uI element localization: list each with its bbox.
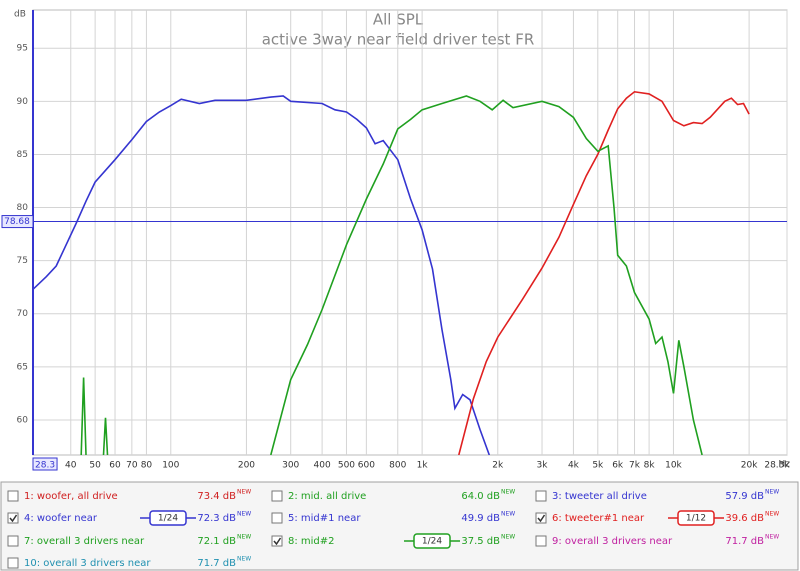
x-tick-label: 2k [492,461,504,471]
x-tick-label: 10k [665,461,682,471]
x-tick-label: 6k [612,461,624,471]
x-tick-label: 50 [89,461,101,471]
level-badge: NEW [237,489,251,496]
plot-lines [33,90,750,455]
level-badge: NEW [237,511,251,518]
trace-level: 37.5 dB [461,536,500,547]
x-unit: Hz [779,460,791,470]
trace-level: 73.4 dB [197,491,236,502]
smoothing-box[interactable] [413,533,451,549]
x-tick-label: 8k [644,461,656,471]
check-mark [9,514,18,523]
x-tick-label: 28.3 [35,461,55,471]
trace-name: 6: tweeter#1 near [552,513,645,524]
trace-name: 3: tweeter all drive [552,491,647,502]
trace-name: 10: overall 3 drivers near [24,558,151,569]
cursor-box [1,215,34,229]
smoothing-label: 1/24 [422,537,442,547]
level-badge: NEW [237,534,251,541]
trace-level: 57.9 dB [725,491,764,502]
y-tick-label: 75 [17,256,28,266]
x-tick-label: 7k [629,461,641,471]
trace-checkbox[interactable] [271,490,283,502]
trace-checkbox[interactable] [7,490,19,502]
trace-checkbox[interactable] [535,535,547,547]
x-tick-label: 500 [338,461,355,471]
x-tick-label: 5k [592,461,604,471]
smoothing-box[interactable] [149,510,187,526]
trace-name: 1: woofer, all drive [24,491,118,502]
x-tick-label: 300 [282,461,299,471]
chart-title: All SPL [373,11,424,29]
trace-level: 71.7 dB [725,536,764,547]
y-tick-label: 95 [17,44,28,54]
x-tick-label: 20k [741,461,758,471]
x-tick-label: 100 [162,461,179,471]
x-tick-label: 70 [126,461,138,471]
level-badge: NEW [765,489,779,496]
y-tick-label: 80 [17,203,29,213]
trace-panel [0,481,799,571]
trace-name: 4: woofer near [24,513,98,524]
x-tick-label: 1k [417,461,429,471]
smoothing-label: 1/12 [686,514,706,524]
trace-name: 5: mid#1 near [288,513,361,524]
cursor-label: 78.68 [4,217,30,227]
x-tick-label: 3k [537,461,549,471]
x-tick-label: 800 [389,461,406,471]
trace-name: 9: overall 3 drivers near [552,536,673,547]
trace-checkbox[interactable] [7,512,19,524]
response-curve [33,95,491,455]
smoothing-box[interactable] [677,510,715,526]
level-badge: NEW [765,511,779,518]
x-tick-label: 400 [314,461,331,471]
trace-level: 49.9 dB [461,513,500,524]
x-tick-label: 4k [568,461,580,471]
y-tick-label: 70 [17,309,29,319]
response-curve [80,95,703,455]
y-tick-label: 90 [17,97,29,107]
smoothing-label: 1/24 [158,514,178,524]
x-tick-label: 40 [65,461,77,471]
trace-level: 72.3 dB [197,513,236,524]
x-start-box [32,457,58,471]
trace-level: 71.7 dB [197,558,236,569]
x-tick-label: 200 [238,461,255,471]
x-tick-label: 80 [141,461,153,471]
x-tick-label: 28.3k [764,461,790,471]
y-tick-label: 85 [17,150,28,160]
trace-checkbox[interactable] [271,535,283,547]
plot-area [32,9,788,456]
level-badge: NEW [501,489,515,496]
trace-name: 2: mid. all drive [288,491,366,502]
trace-name: 7: overall 3 drivers near [24,536,145,547]
y-tick-label: 60 [17,415,29,425]
trace-checkbox[interactable] [271,512,283,524]
response-curve [458,90,750,455]
x-tick-label: 60 [109,461,121,471]
trace-level: 64.0 dB [461,491,500,502]
trace-checkbox[interactable] [7,535,19,547]
level-badge: NEW [501,511,515,518]
level-badge: NEW [501,534,515,541]
level-badge: NEW [765,534,779,541]
trace-checkbox[interactable] [535,512,547,524]
check-mark [273,537,282,546]
check-mark [537,514,546,523]
trace-level: 72.1 dB [197,536,236,547]
trace-checkbox[interactable] [535,490,547,502]
trace-level: 39.6 dB [725,513,764,524]
y-tick-label: 65 [17,362,28,372]
level-badge: NEW [237,556,251,563]
y-unit: dB [14,10,26,20]
trace-name: 8: mid#2 [288,536,335,547]
trace-checkbox[interactable] [7,557,19,569]
x-tick-label: 600 [358,461,375,471]
